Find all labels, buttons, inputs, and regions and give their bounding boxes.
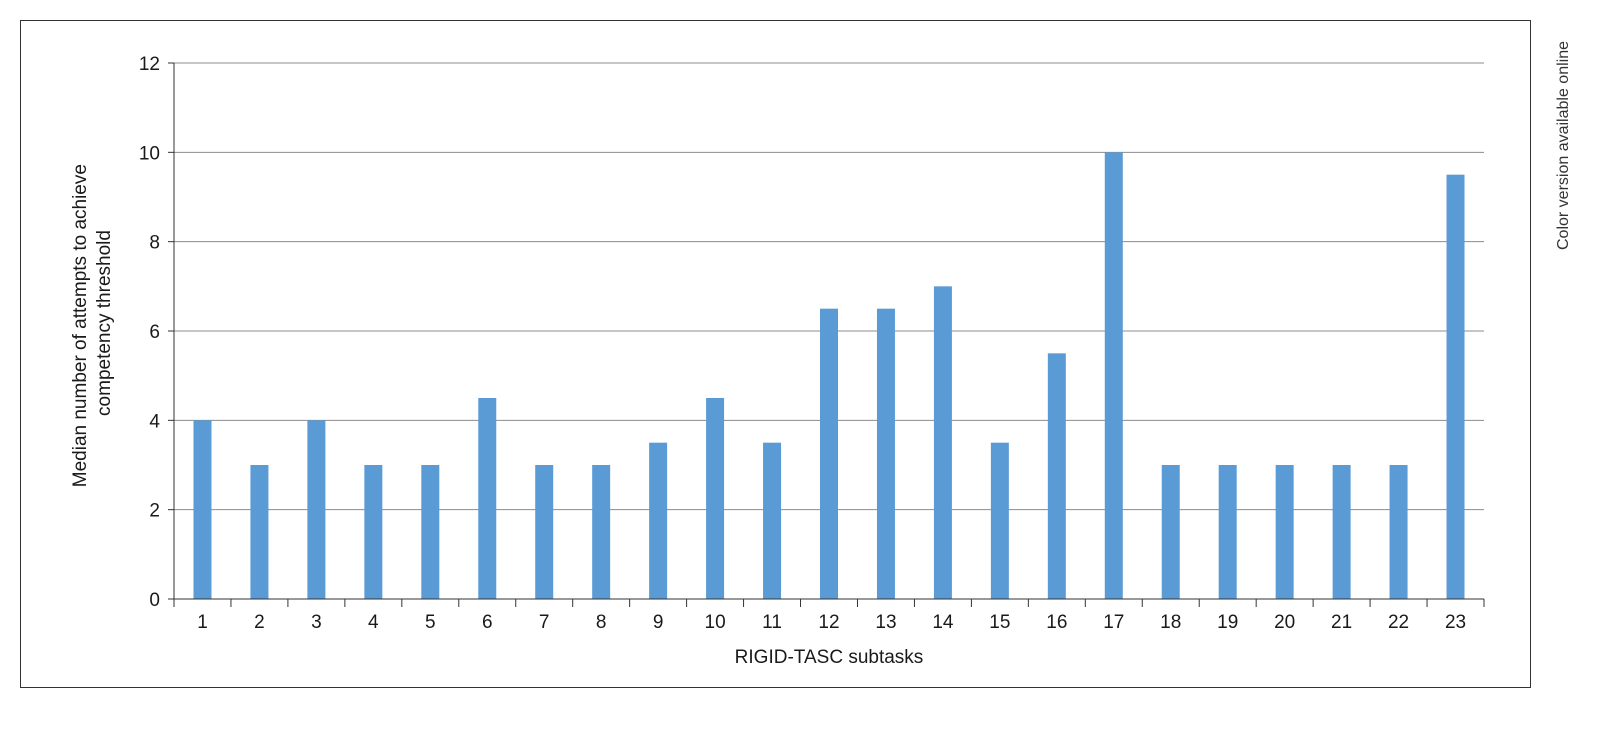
color-version-note: Color version available online (1555, 40, 1572, 250)
y-tick-label: 0 (149, 590, 160, 611)
bar (1446, 174, 1465, 599)
x-tick-label: 1 (197, 612, 208, 633)
axis-labels: RIGID-TASC subtasks Median number of att… (70, 159, 924, 668)
bar (1161, 465, 1180, 599)
bar (706, 398, 725, 599)
gridlines (174, 62, 1484, 511)
x-tick-label: 5 (425, 612, 436, 633)
bar (1047, 353, 1066, 599)
y-tick-label: 12 (139, 54, 160, 75)
x-axis-title: RIGID-TASC subtasks (735, 647, 924, 668)
y-axis-title-line-2: competency threshold (94, 230, 115, 416)
bar (1275, 465, 1294, 599)
bar (421, 465, 440, 599)
x-tick-label: 20 (1274, 612, 1295, 633)
bar (1332, 465, 1351, 599)
chart-frame (20, 20, 1531, 688)
x-tick-label: 17 (1103, 612, 1124, 633)
x-tick-label: 16 (1046, 612, 1067, 633)
bar (820, 308, 838, 599)
x-tick-label: 8 (596, 612, 607, 633)
x-tick-label: 6 (482, 612, 493, 633)
bars (193, 152, 1465, 600)
x-tick-label: 13 (875, 612, 896, 633)
bar (193, 420, 212, 599)
x-tick-label: 15 (989, 612, 1010, 633)
x-tick-label: 11 (762, 612, 782, 633)
bar (307, 420, 326, 599)
x-tick-label: 23 (1445, 612, 1466, 633)
bar (933, 286, 952, 599)
y-tick-label: 8 (149, 233, 160, 254)
bar (535, 465, 554, 599)
y-axis-title-line-1: Median number of attempts to achieve (70, 164, 91, 487)
x-tick-label: 21 (1331, 612, 1352, 633)
x-tick-label: 4 (368, 612, 379, 633)
bar (592, 465, 611, 599)
bar (1218, 465, 1237, 599)
x-tick-label: 2 (254, 612, 265, 633)
x-tick-label: 3 (311, 612, 322, 633)
x-tick-label: 7 (539, 612, 550, 633)
bar (1104, 152, 1123, 600)
bar (1389, 465, 1408, 599)
x-tick-label: 12 (818, 612, 839, 633)
bar (649, 442, 668, 599)
x-tick-label: 22 (1388, 612, 1409, 633)
bar (990, 442, 1009, 599)
bar (763, 442, 782, 599)
y-axis-title: Median number of attempts to achieve com… (70, 159, 115, 487)
bar (250, 465, 269, 599)
x-tick-label: 14 (932, 612, 954, 633)
bar (876, 308, 895, 599)
x-tick-label: 10 (705, 612, 726, 633)
y-tick-label: 4 (149, 411, 160, 432)
x-tick-label: 9 (653, 612, 664, 633)
bar (478, 398, 497, 599)
bar (364, 465, 383, 599)
x-tick-label: 18 (1160, 612, 1181, 633)
y-tick-label: 10 (139, 143, 160, 164)
x-tick-label: 19 (1217, 612, 1238, 633)
y-tick-label: 2 (149, 501, 160, 522)
y-tick-label: 6 (149, 322, 160, 343)
